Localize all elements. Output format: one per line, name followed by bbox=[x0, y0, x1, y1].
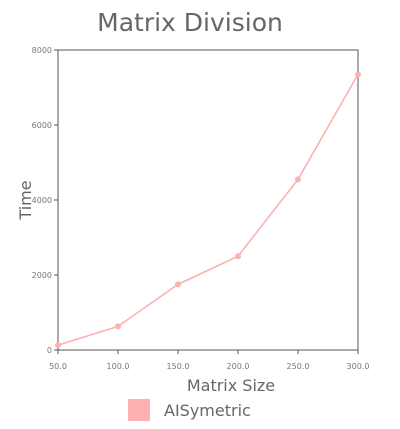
y-tick-label: 8000 bbox=[32, 46, 52, 55]
y-tick-label: 2000 bbox=[32, 271, 52, 280]
y-axis-label: Time bbox=[16, 180, 35, 220]
y-tick-label: 6000 bbox=[32, 121, 52, 130]
plot-area-frame bbox=[57, 49, 359, 351]
legend-swatch bbox=[128, 399, 150, 421]
y-tick-label: 0 bbox=[47, 346, 52, 355]
legend: AISymetric bbox=[128, 399, 251, 421]
data-point bbox=[295, 176, 301, 183]
x-axis-label: Matrix Size bbox=[187, 376, 275, 395]
x-tick-label: 300.0 bbox=[347, 362, 370, 371]
y-axis-ticks: 0 2000 4000 6000 8000 bbox=[32, 46, 58, 355]
series-layer bbox=[55, 71, 361, 349]
chart-title: Matrix Division bbox=[97, 8, 283, 37]
data-point bbox=[115, 323, 121, 330]
x-axis-ticks: 50.0 100.0 150.0 200.0 250.0 300.0 bbox=[49, 350, 369, 371]
series-line-0 bbox=[57, 73, 359, 346]
data-point bbox=[175, 281, 181, 288]
data-point bbox=[55, 342, 61, 349]
y-tick-label: 4000 bbox=[32, 196, 52, 205]
x-tick-label: 250.0 bbox=[287, 362, 310, 371]
x-tick-label: 200.0 bbox=[227, 362, 250, 371]
data-point bbox=[235, 253, 241, 260]
legend-label: AISymetric bbox=[164, 401, 251, 420]
x-tick-label: 100.0 bbox=[107, 362, 130, 371]
x-tick-label: 150.0 bbox=[167, 362, 190, 371]
x-tick-label: 50.0 bbox=[49, 362, 67, 371]
data-point bbox=[355, 71, 361, 78]
